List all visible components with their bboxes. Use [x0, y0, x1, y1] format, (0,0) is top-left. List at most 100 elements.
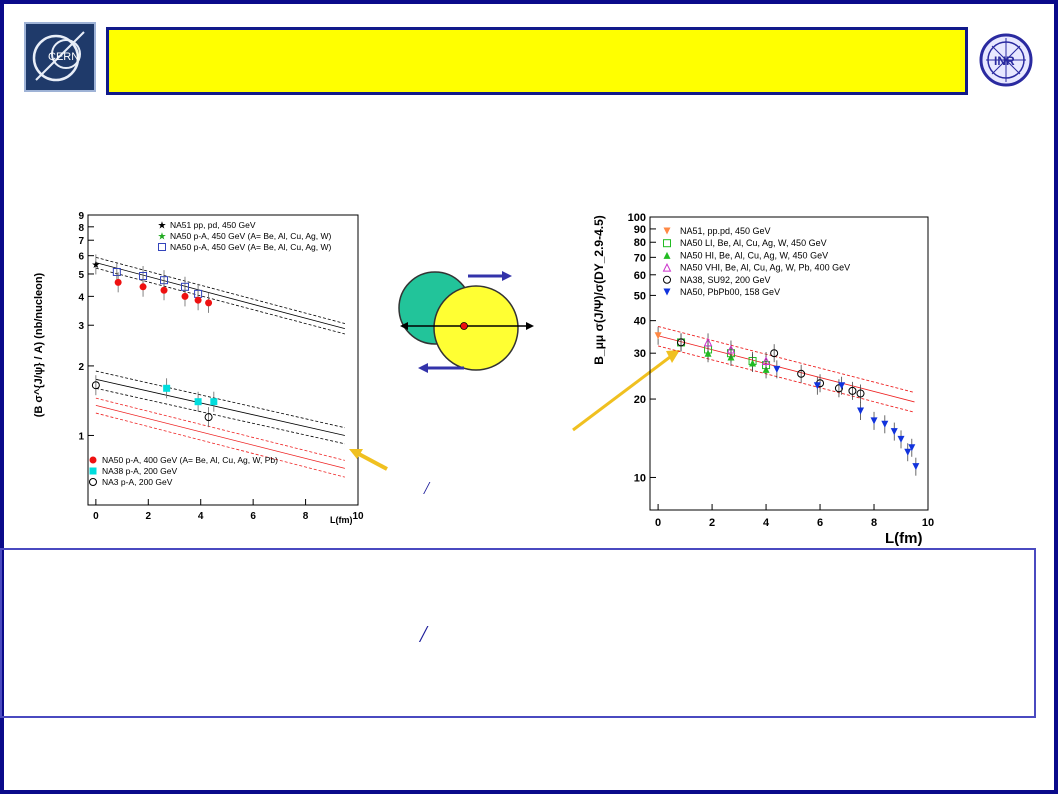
data-point: [114, 278, 122, 286]
yellow-arrow-left: [349, 449, 388, 471]
data-point: [194, 398, 202, 406]
legend-label: NA38 p-A, 200 GeV: [102, 466, 177, 476]
data-point: ★: [91, 260, 100, 271]
legend-label: NA50 LI, Be, Al, Cu, Ag, W, 450 GeV: [680, 238, 827, 248]
legend-label: NA3 p-A, 200 GeV: [102, 477, 173, 487]
data-point: [881, 420, 889, 428]
legend-label: NA50, PbPb00, 158 GeV: [680, 287, 780, 297]
data-point: [761, 356, 771, 365]
x-tick-label: 6: [250, 511, 256, 522]
y-tick-label: 3: [78, 321, 84, 332]
fit-line-red: [95, 412, 345, 478]
data-point: [112, 267, 121, 276]
y-tick-label: 40: [634, 316, 646, 328]
data-point: [204, 413, 213, 422]
y-tick-label: 30: [634, 348, 646, 360]
center-point: [460, 322, 468, 330]
legend-label: NA50 VHI, Be, Al, Cu, Ag, W, Pb, 400 GeV: [680, 263, 850, 273]
data-point: [181, 292, 189, 300]
slash-mark-upper: /: [424, 478, 430, 498]
legend-marker: ★: [158, 221, 167, 232]
plot-frame: [649, 216, 929, 511]
inr-logo-text: INR: [994, 54, 1015, 68]
legend-marker: [663, 275, 671, 284]
data-point: [205, 299, 213, 307]
x-tick-label: 10: [922, 517, 934, 529]
nucleus-b: [433, 285, 519, 371]
legend-label: NA50 p-A, 450 GeV (A= Be, Al, Cu, Ag, W): [170, 242, 332, 252]
x-tick-label: 4: [763, 517, 770, 529]
legend-marker: [663, 227, 671, 235]
y-tick-label: 70: [634, 252, 646, 264]
fit-line-red: [95, 404, 345, 469]
legend-marker: [158, 243, 166, 251]
data-point: [813, 382, 821, 390]
fit-line-upper: [95, 267, 345, 335]
data-point: [857, 407, 865, 415]
fit-line-lower: [95, 378, 345, 436]
data-point: [160, 286, 168, 294]
x-tick-label: 0: [655, 517, 661, 529]
y-tick-label: 6: [78, 252, 84, 263]
data-point: [91, 381, 100, 390]
x-tick-label: 4: [198, 511, 204, 522]
left-y-axis-label: (B σ^{J/ψ} / A) (nb/nucleon): [33, 272, 45, 417]
bottom-text-box: [0, 548, 1036, 718]
data-point: [726, 344, 736, 354]
x-tick-label: 0: [93, 511, 99, 522]
data-point: [838, 382, 846, 390]
legend-label: NA50 p-A, 450 GeV (A= Be, Al, Cu, Ag, W): [170, 231, 332, 241]
data-point: [834, 384, 843, 393]
cern-logo-text: CERN: [48, 51, 79, 63]
legend-marker: [663, 288, 671, 296]
yellow-arrow-right: [572, 350, 680, 432]
y-tick-label: 8: [78, 223, 84, 234]
data-point: [194, 296, 202, 304]
inr-logo: INR: [978, 32, 1034, 88]
fit-line-red: [657, 345, 915, 413]
fit-line-red: [657, 326, 915, 393]
right-x-axis-label: L(fm): [885, 530, 923, 547]
fit-line-lower: [95, 387, 345, 445]
legend-marker: [89, 467, 97, 475]
fit-line-lower: [95, 370, 345, 429]
y-tick-label: 2: [78, 362, 84, 373]
legend-label: NA50 p-A, 400 GeV (A= Be, Al, Cu, Ag, W,…: [102, 455, 278, 465]
legend-marker: [89, 478, 97, 486]
y-tick-label: 1: [78, 431, 84, 442]
data-point: [912, 463, 920, 471]
plot-frame: [87, 214, 359, 506]
data-point: [163, 384, 171, 392]
nucleus-overlap-diagram: [398, 271, 534, 373]
y-tick-label: 10: [634, 472, 646, 484]
y-tick-label: 50: [634, 290, 646, 302]
data-point: [773, 365, 781, 373]
y-tick-label: 7: [78, 236, 84, 247]
data-point: [703, 337, 713, 347]
data-point: [139, 283, 147, 291]
y-tick-label: 5: [78, 270, 84, 281]
legend-label: NA51, pp.pd, 450 GeV: [680, 226, 771, 236]
y-tick-label: 20: [634, 394, 646, 406]
data-point: [677, 338, 686, 347]
right-y-axis-label: B_μμ σ(J/Ψ)/σ(DY_2.9-4.5): [592, 215, 606, 365]
data-point: [904, 448, 912, 456]
legend-label: NA38, SU92, 200 GeV: [680, 275, 771, 285]
legend-marker: [663, 239, 671, 248]
y-tick-label: 4: [78, 292, 84, 303]
y-tick-label: 80: [634, 237, 646, 249]
y-tick-label: 100: [628, 212, 646, 224]
legend-marker: ★: [158, 232, 167, 243]
data-point: [890, 428, 898, 436]
x-tick-label: 10: [352, 511, 364, 522]
cern-logo: CERN: [24, 22, 96, 92]
data-point: [749, 359, 757, 367]
legend-marker: [89, 456, 97, 464]
data-point: [897, 435, 905, 443]
data-point: [797, 369, 806, 378]
legend-label: NA51 pp, pd, 450 GeV: [170, 220, 256, 230]
fit-line-red: [657, 335, 915, 403]
